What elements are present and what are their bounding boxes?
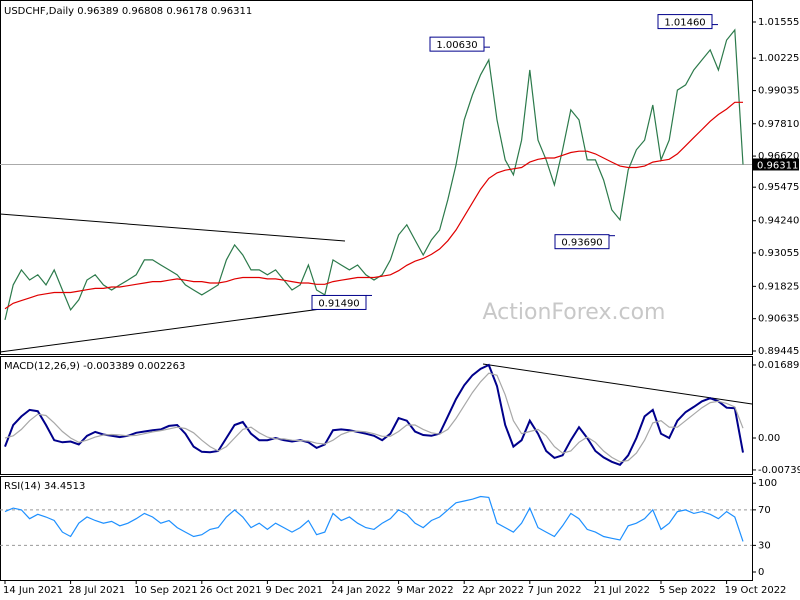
y-tick-label: 0.99035 — [758, 86, 799, 97]
y-tick-label: 0.95475 — [758, 182, 799, 193]
y-tick-label: -0.007393 — [758, 465, 800, 476]
y-tick-label: 100 — [758, 478, 777, 489]
watermark: ActionForex.com — [483, 300, 666, 325]
rsi-title: RSI(14) 34.4513 — [4, 481, 85, 492]
chart-title: USDCHF,Daily 0.96389 0.96808 0.96178 0.9… — [4, 6, 252, 17]
last-price-label: 0.96311 — [757, 160, 798, 171]
x-tick-label: 7 Jun 2022 — [528, 585, 582, 596]
x-tick-label: 22 Apr 2022 — [462, 585, 524, 596]
annotation-label: 0.91490 — [318, 298, 359, 309]
macd-panel — [0, 356, 753, 475]
x-tick-label: 5 Sep 2022 — [659, 585, 716, 596]
annotation-label: 0.93690 — [561, 238, 602, 249]
annotation-box — [429, 36, 485, 52]
x-tick-label: 9 Mar 2022 — [397, 585, 454, 596]
y-tick-label: 0.016893 — [758, 360, 800, 371]
y-tick-label: 0.90635 — [758, 314, 799, 325]
annotation-box — [554, 234, 610, 250]
trend-line — [0, 213, 346, 242]
series-line — [4, 101, 743, 310]
x-tick-label: 10 Sep 2021 — [134, 585, 197, 596]
rsi-panel — [0, 476, 753, 581]
y-tick-label: 30 — [758, 540, 771, 551]
y-tick-label: 0.93055 — [758, 248, 799, 259]
x-tick-label: 19 Oct 2022 — [725, 585, 787, 596]
price-panel — [0, 0, 753, 355]
y-tick-label: 1.01555 — [758, 17, 799, 28]
x-tick-label: 24 Jan 2022 — [331, 585, 391, 596]
y-tick-label: 0.91825 — [758, 281, 799, 292]
y-tick-label: 0.89445 — [758, 346, 799, 357]
y-tick-label: 0 — [758, 567, 764, 578]
y-tick-label: 0.94240 — [758, 216, 799, 227]
x-tick-label: 21 Jul 2022 — [593, 585, 650, 596]
macd-title: MACD(12,26,9) -0.003389 0.002263 — [4, 361, 185, 372]
y-tick-label: 0.97810 — [758, 119, 799, 130]
x-tick-label: 26 Oct 2021 — [200, 585, 262, 596]
x-tick-label: 28 Jul 2021 — [69, 585, 126, 596]
series-line — [4, 495, 744, 542]
y-tick-label: 0.00 — [758, 433, 780, 444]
y-tick-label: 1.00225 — [758, 53, 799, 64]
annotation-box — [311, 294, 367, 310]
annotation-box — [657, 14, 713, 30]
series-line — [4, 372, 744, 463]
x-tick-label: 14 Jun 2021 — [3, 585, 63, 596]
last-price-box — [753, 158, 799, 171]
trend-line — [0, 305, 344, 353]
trend-line — [482, 363, 753, 405]
annotation-label: 1.00630 — [436, 40, 477, 51]
y-tick-label: 70 — [758, 505, 771, 516]
series-line — [4, 28, 744, 321]
annotation-label: 1.01460 — [664, 18, 705, 29]
x-tick-label: 9 Dec 2021 — [265, 585, 323, 596]
y-tick-label: 0.96620 — [758, 151, 799, 162]
